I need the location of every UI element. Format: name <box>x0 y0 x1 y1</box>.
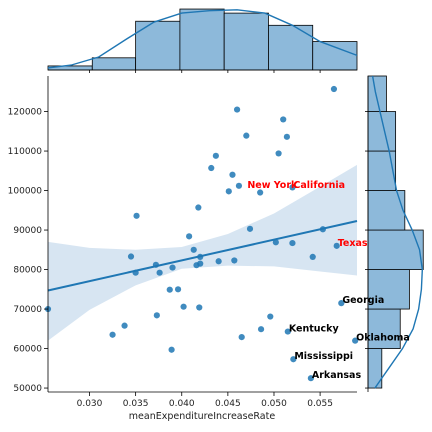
data-point <box>169 347 175 353</box>
data-point <box>275 150 281 156</box>
data-point <box>213 153 219 159</box>
x-tick-label: 0.055 <box>307 399 333 409</box>
y-tick-label: 70000 <box>13 305 42 315</box>
data-point <box>128 253 134 259</box>
data-point <box>231 257 237 263</box>
data-point <box>226 188 232 194</box>
point-label: Arkansas <box>312 370 362 381</box>
point-label: California <box>293 180 345 191</box>
top-hist-bar <box>313 42 357 70</box>
x-tick-label: 0.045 <box>215 399 241 409</box>
data-point <box>216 258 222 264</box>
x-tick-label: 0.050 <box>261 399 287 409</box>
data-point <box>310 254 316 260</box>
data-point <box>239 334 245 340</box>
y-tick-label: 110000 <box>8 147 43 157</box>
x-axis-title: meanExpenditureIncreaseRate <box>129 411 276 422</box>
data-point <box>280 116 286 122</box>
y-tick-label: 120000 <box>8 108 43 118</box>
top-hist-bar <box>180 9 224 70</box>
point-label: New York <box>247 180 298 191</box>
data-point <box>247 226 253 232</box>
data-point <box>175 286 181 292</box>
right-hist-bar <box>368 151 396 191</box>
data-point <box>133 213 139 219</box>
top-marginal-histogram <box>48 9 357 73</box>
data-point <box>180 304 186 310</box>
top-hist-bar <box>224 13 268 70</box>
x-tick-label: 0.030 <box>77 399 103 409</box>
point-label: Georgia <box>342 295 384 306</box>
data-point <box>236 183 242 189</box>
data-point <box>121 323 127 329</box>
x-axis-ticks: 0.030 0.035 0.040 0.045 0.050 0.055 <box>77 392 333 409</box>
point-label: Oklahoma <box>356 333 410 344</box>
point-label: Kentucky <box>289 324 340 335</box>
point-label: Mississippi <box>294 351 353 362</box>
regression-confidence-band <box>48 165 357 341</box>
right-hist-bar <box>368 191 405 231</box>
x-tick-label: 0.040 <box>169 399 195 409</box>
top-hist-bar <box>268 25 312 70</box>
data-point <box>157 270 163 276</box>
right-marginal-histogram <box>365 76 423 392</box>
data-point <box>243 133 249 139</box>
data-point <box>154 312 160 318</box>
y-tick-label: 90000 <box>13 226 42 236</box>
y-tick-label: 80000 <box>13 266 42 276</box>
data-point <box>258 326 264 332</box>
data-point <box>197 261 203 267</box>
data-point <box>284 134 290 140</box>
right-hist-bar <box>368 76 386 112</box>
data-point <box>208 165 214 171</box>
data-point <box>289 240 295 246</box>
data-point <box>169 264 175 270</box>
data-point <box>186 233 192 239</box>
y-tick-label: 60000 <box>13 345 42 355</box>
y-tick-label: 50000 <box>13 384 42 394</box>
data-point <box>191 247 197 253</box>
x-tick-label: 0.035 <box>123 399 149 409</box>
data-point <box>167 287 173 293</box>
confidence-band <box>48 165 357 341</box>
data-point <box>331 86 337 92</box>
data-point <box>109 332 115 338</box>
data-point <box>229 172 235 178</box>
data-point <box>196 304 202 310</box>
data-point <box>195 204 201 210</box>
top-hist-bar <box>92 58 135 70</box>
point-label: Texas <box>338 238 368 249</box>
y-tick-label: 100000 <box>8 187 43 197</box>
data-point <box>234 106 240 112</box>
data-point <box>267 313 273 319</box>
y-axis-ticks: 50000 60000 70000 80000 90000 100000 110000 120… <box>8 108 48 395</box>
